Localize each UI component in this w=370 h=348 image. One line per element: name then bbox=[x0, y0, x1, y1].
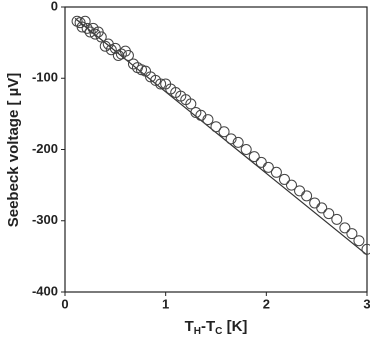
data-point bbox=[202, 114, 214, 126]
data-point bbox=[127, 58, 139, 70]
data-point bbox=[232, 136, 244, 148]
data-point bbox=[225, 133, 237, 145]
data-point bbox=[346, 228, 358, 240]
y-axis-label: Seebeck voltage [ µV] bbox=[5, 73, 22, 228]
y-tick-label: -400 bbox=[32, 283, 58, 298]
x-tick-label: 0 bbox=[61, 296, 68, 311]
y-tick-label: -100 bbox=[32, 70, 58, 85]
x-axis-label: TH-TC [K] bbox=[185, 318, 248, 337]
x-tick-label: 1 bbox=[162, 296, 169, 311]
data-point bbox=[109, 42, 121, 54]
data-point bbox=[185, 98, 197, 110]
data-point bbox=[331, 213, 343, 225]
data-point bbox=[84, 26, 96, 38]
data-point bbox=[361, 243, 370, 255]
data-point bbox=[240, 144, 252, 155]
data-point bbox=[79, 15, 91, 27]
data-point bbox=[262, 161, 274, 173]
data-point bbox=[294, 185, 306, 197]
data-point bbox=[248, 151, 260, 163]
y-tick-label: -300 bbox=[32, 212, 58, 227]
data-point bbox=[218, 126, 230, 138]
fit-line bbox=[74, 17, 368, 256]
data-point bbox=[278, 173, 290, 185]
data-point bbox=[255, 156, 267, 168]
data-point bbox=[76, 21, 88, 33]
x-tick-label: 2 bbox=[263, 296, 270, 311]
data-point bbox=[102, 38, 114, 50]
data-point bbox=[301, 190, 313, 202]
data-point bbox=[95, 31, 107, 43]
data-point bbox=[210, 121, 222, 133]
data-point bbox=[155, 78, 167, 90]
data-point bbox=[353, 235, 365, 247]
data-point bbox=[286, 179, 297, 191]
y-tick-label: 0 bbox=[51, 0, 58, 13]
data-point bbox=[89, 28, 101, 40]
data-point bbox=[309, 197, 321, 209]
y-tick-label: -200 bbox=[32, 141, 58, 156]
data-point bbox=[122, 49, 134, 61]
data-point bbox=[81, 22, 93, 34]
data-point bbox=[316, 202, 328, 214]
data-point bbox=[339, 222, 351, 234]
x-tick-label: 3 bbox=[363, 296, 370, 311]
data-point bbox=[323, 208, 335, 220]
data-point bbox=[270, 166, 282, 178]
